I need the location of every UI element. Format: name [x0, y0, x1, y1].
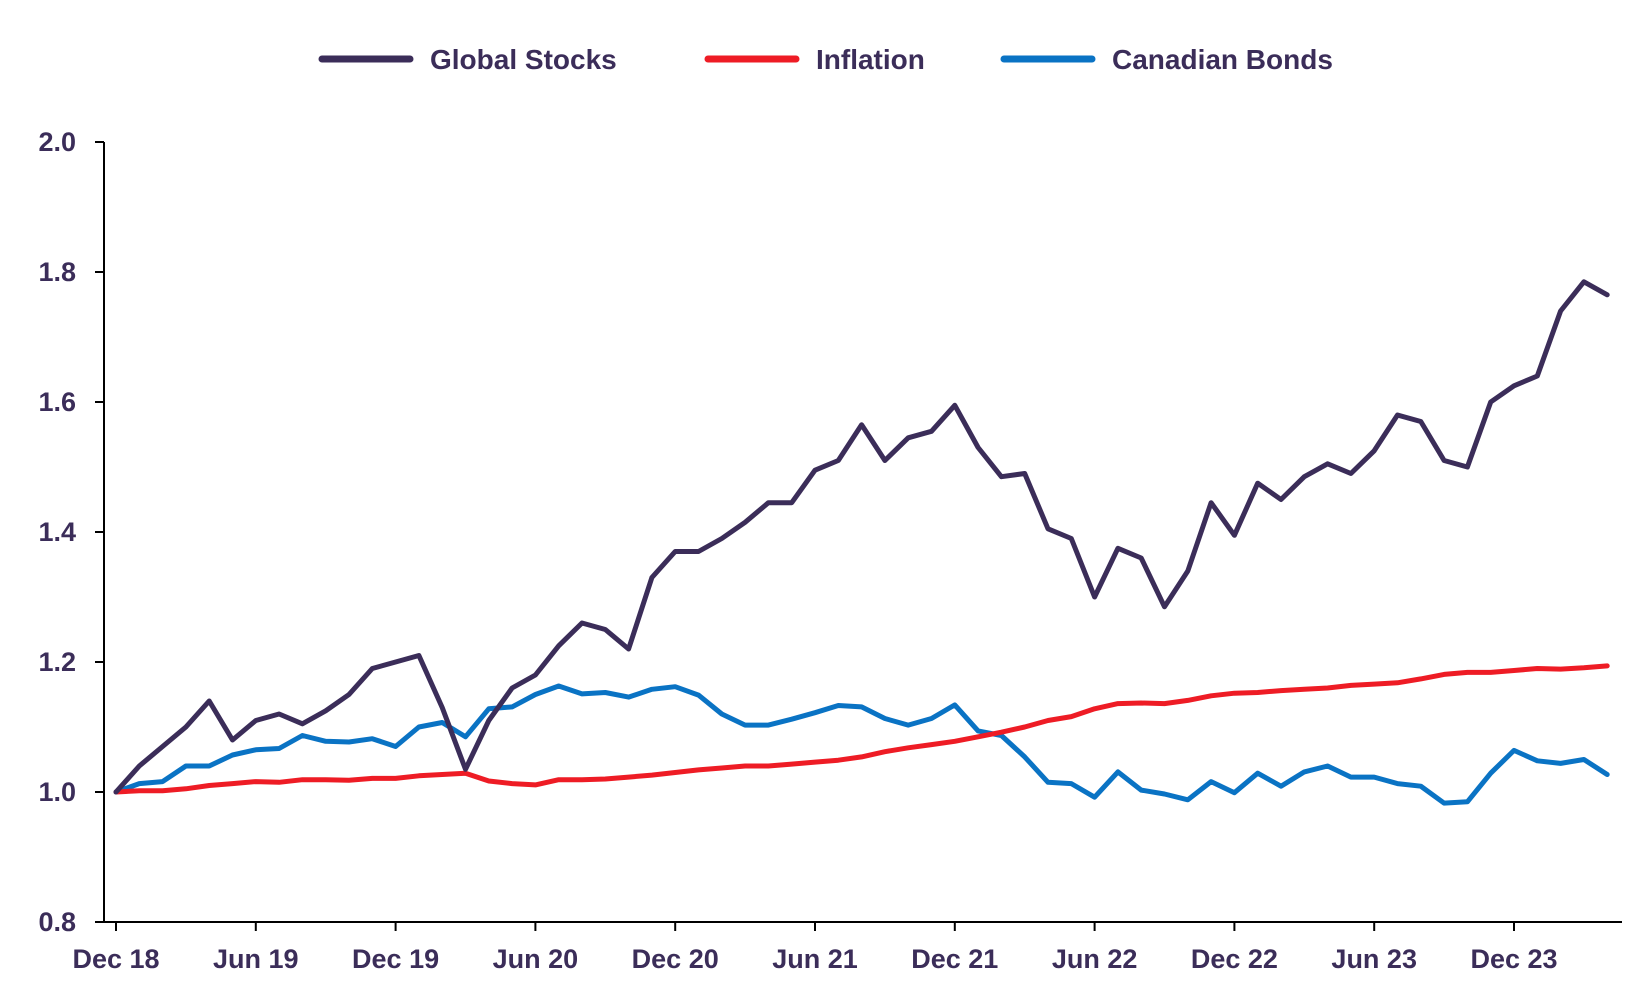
x-tick-label: Dec 21: [911, 944, 998, 974]
x-tick-label: Dec 18: [72, 944, 159, 974]
legend-item-global-stocks: Global Stocks: [318, 44, 617, 75]
x-tick-label: Jun 20: [493, 944, 579, 974]
axes: 0.8 1.0 1.2 1.4 1.6 1.8 2.0 Dec 18 Jun 19 Dec 19 J…: [38, 127, 1622, 974]
x-tick-label: Dec 19: [352, 944, 439, 974]
y-tick-label: 1.6: [38, 387, 76, 417]
legend-label: Canadian Bonds: [1112, 44, 1333, 75]
series-line-inflation: [113, 663, 1610, 795]
legend-label: Global Stocks: [430, 44, 617, 75]
y-tick-label: 1.0: [38, 777, 76, 807]
x-tick-label: Jun 19: [213, 944, 299, 974]
series-line-global-stocks: [113, 279, 1610, 795]
legend: Global Stocks Inflation Canadian Bonds: [318, 44, 1333, 75]
y-tick-label: 1.2: [38, 647, 76, 677]
y-tick-label: 2.0: [38, 127, 76, 157]
x-tick-label: Jun 23: [1331, 944, 1417, 974]
x-tick-label: Jun 22: [1052, 944, 1138, 974]
legend-item-canadian-bonds: Canadian Bonds: [1000, 44, 1333, 75]
x-tick-label: Dec 22: [1191, 944, 1278, 974]
y-tick-label: 0.8: [38, 907, 76, 937]
series-layer: [113, 279, 1610, 806]
y-tick-label: 1.8: [38, 257, 76, 287]
x-tick-label: Dec 20: [632, 944, 719, 974]
x-tick-label: Dec 23: [1470, 944, 1557, 974]
x-tick-label: Jun 21: [772, 944, 858, 974]
legend-label: Inflation: [816, 44, 925, 75]
series-line-canadian-bonds: [113, 683, 1610, 806]
y-tick-label: 1.4: [38, 517, 76, 547]
legend-item-inflation: Inflation: [704, 44, 925, 75]
